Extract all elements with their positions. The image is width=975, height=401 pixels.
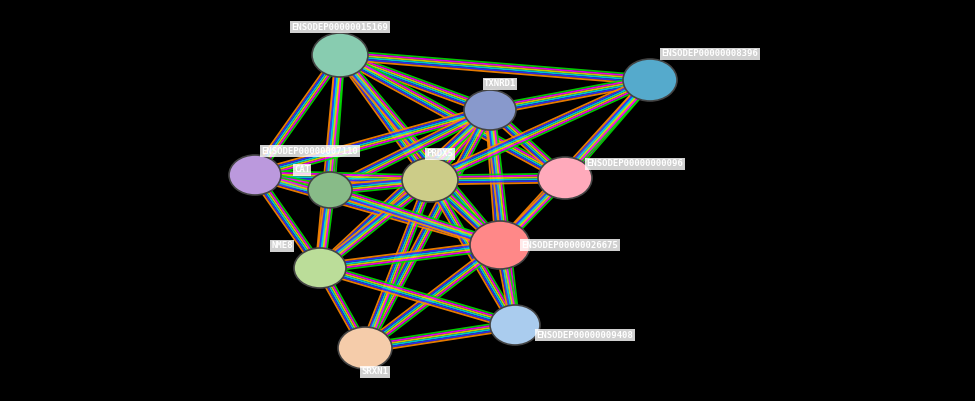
Text: ENSODEP00000008396: ENSODEP00000008396	[662, 49, 759, 59]
Text: CAT: CAT	[293, 166, 310, 174]
Ellipse shape	[409, 164, 451, 196]
Ellipse shape	[229, 155, 281, 195]
Ellipse shape	[314, 176, 346, 203]
Ellipse shape	[623, 59, 677, 101]
Ellipse shape	[538, 157, 592, 199]
Text: ENSODEP00000009408: ENSODEP00000009408	[536, 330, 634, 340]
Ellipse shape	[294, 248, 346, 288]
Ellipse shape	[470, 221, 530, 269]
Ellipse shape	[545, 162, 585, 194]
Text: ENSODEP00000007110: ENSODEP00000007110	[261, 146, 359, 156]
Text: ENSODEP00000015169: ENSODEP00000015169	[292, 22, 388, 32]
Ellipse shape	[478, 227, 523, 263]
Ellipse shape	[490, 305, 540, 345]
Ellipse shape	[402, 158, 458, 202]
Ellipse shape	[464, 90, 516, 130]
Ellipse shape	[338, 327, 392, 369]
Text: NME8: NME8	[271, 241, 292, 251]
Ellipse shape	[630, 64, 670, 96]
Text: ENSODEP00000026675: ENSODEP00000026675	[522, 241, 618, 249]
Text: TXNRD1: TXNRD1	[484, 79, 516, 89]
Ellipse shape	[345, 332, 385, 364]
Ellipse shape	[319, 38, 361, 71]
Ellipse shape	[308, 172, 352, 208]
Ellipse shape	[312, 33, 368, 77]
Ellipse shape	[471, 95, 510, 125]
Ellipse shape	[300, 253, 339, 283]
Text: SRXN1: SRXN1	[362, 367, 388, 377]
Ellipse shape	[496, 310, 533, 340]
Text: ENSODEP00000000096: ENSODEP00000000096	[587, 160, 683, 168]
Ellipse shape	[236, 160, 275, 190]
Text: PRDX5: PRDX5	[427, 150, 453, 158]
